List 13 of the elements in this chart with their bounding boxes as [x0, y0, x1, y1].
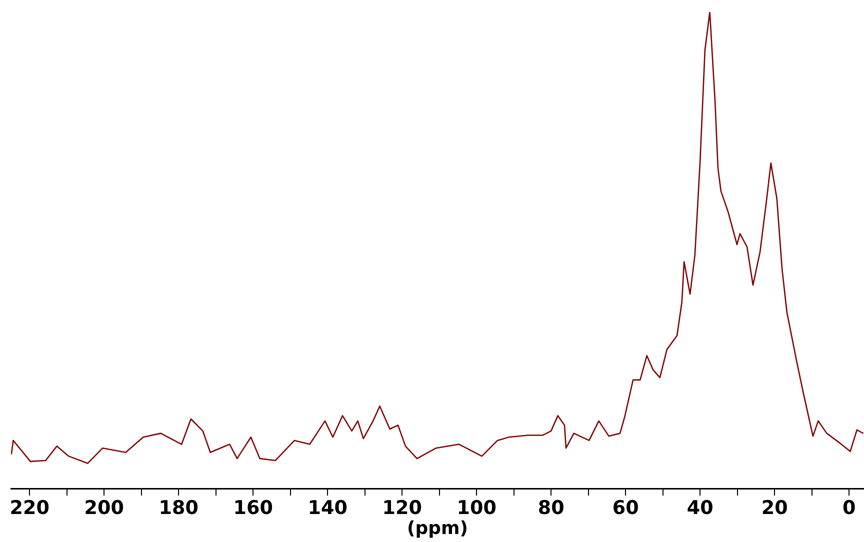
x-tick-label: 180 [158, 496, 198, 519]
x-tick-label: 140 [308, 496, 348, 519]
x-tick-label: 160 [233, 496, 273, 519]
x-axis-title: (ppm) [407, 518, 468, 539]
x-tick-label: 120 [382, 496, 422, 519]
x-tick-label: 80 [538, 496, 564, 519]
x-tick-label: 200 [84, 496, 124, 519]
x-tick-label: 60 [612, 496, 639, 519]
x-tick-label: 0 [842, 496, 856, 519]
x-tick-label: 100 [456, 496, 496, 519]
x-tick-label: 20 [761, 496, 788, 519]
x-tick-label: 40 [686, 496, 714, 519]
x-tick-label: 220 [10, 496, 50, 519]
